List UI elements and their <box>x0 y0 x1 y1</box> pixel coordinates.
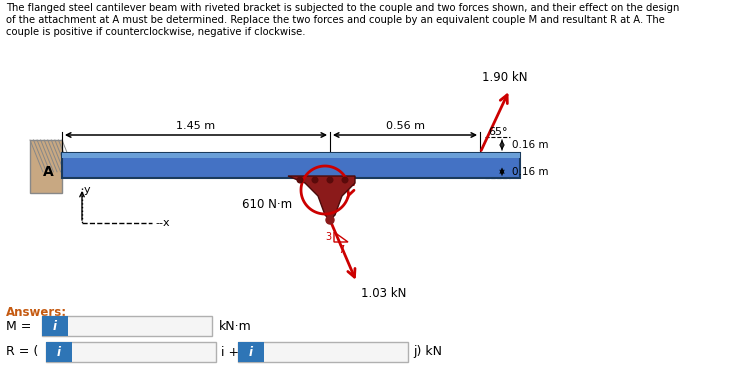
Text: 7: 7 <box>338 245 344 255</box>
Text: M =: M = <box>6 319 31 333</box>
Text: j) kN: j) kN <box>413 345 442 359</box>
Text: R = (: R = ( <box>6 345 38 359</box>
Text: The flanged steel cantilever beam with riveted bracket is subjected to the coupl: The flanged steel cantilever beam with r… <box>6 3 679 13</box>
Text: 0.16 m: 0.16 m <box>512 140 548 150</box>
Circle shape <box>297 177 303 183</box>
Text: 1.90 kN: 1.90 kN <box>482 71 527 83</box>
Text: kN·m: kN·m <box>219 319 252 333</box>
Bar <box>238 342 264 362</box>
Text: --x: --x <box>155 218 170 228</box>
Bar <box>30 140 62 193</box>
Text: couple is positive if counterclockwise, negative if clockwise.: couple is positive if counterclockwise, … <box>6 27 306 37</box>
Text: i: i <box>57 345 61 359</box>
Text: i: i <box>53 319 57 333</box>
Bar <box>62 153 520 158</box>
Text: 1.45 m: 1.45 m <box>176 121 216 131</box>
Circle shape <box>327 177 333 183</box>
FancyBboxPatch shape <box>238 342 408 362</box>
Text: 65°: 65° <box>488 127 507 137</box>
FancyBboxPatch shape <box>42 316 212 336</box>
Polygon shape <box>288 176 355 220</box>
Bar <box>46 342 72 362</box>
Text: i: i <box>249 345 253 359</box>
Text: y: y <box>84 185 90 195</box>
Bar <box>62 153 520 178</box>
Circle shape <box>312 177 317 183</box>
Text: 0.16 m: 0.16 m <box>512 167 548 177</box>
Text: 0.56 m: 0.56 m <box>385 121 424 131</box>
Text: 1.03 kN: 1.03 kN <box>361 286 406 300</box>
FancyBboxPatch shape <box>46 342 216 362</box>
Circle shape <box>342 177 348 183</box>
Text: 610 N·m: 610 N·m <box>242 197 292 211</box>
Text: 3: 3 <box>325 232 331 242</box>
Text: A: A <box>43 165 53 179</box>
Text: Answers:: Answers: <box>6 306 67 319</box>
Text: i +: i + <box>221 345 239 359</box>
Bar <box>42 316 68 336</box>
Text: of the attachment at A must be determined. Replace the two forces and couple by : of the attachment at A must be determine… <box>6 15 665 25</box>
Circle shape <box>326 216 334 224</box>
